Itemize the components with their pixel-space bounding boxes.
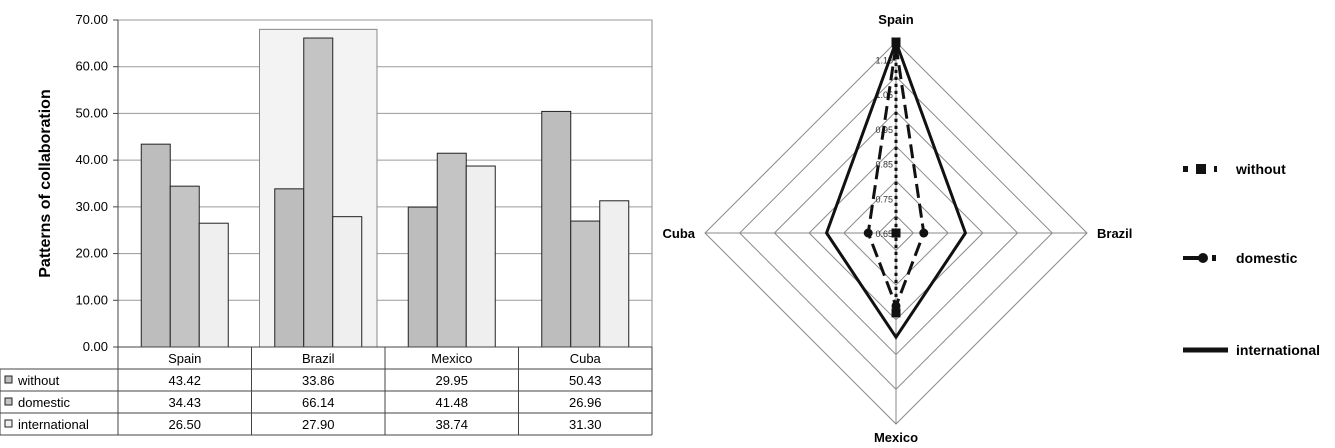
legend-label-international: international bbox=[18, 417, 89, 432]
data-table: Spain Brazil Mexico Cuba without 43.42 33.86 29… bbox=[0, 347, 653, 436]
radar-chart: 0.650.750.850.951.051.15SpainBrazilCubaM… bbox=[663, 12, 1133, 445]
radar-marker-domestic bbox=[919, 228, 929, 238]
radar-axis-label-cuba: Cuba bbox=[663, 226, 696, 241]
y-tick-label: 50.00 bbox=[75, 105, 108, 120]
legend-line-without bbox=[1183, 166, 1188, 172]
x-tick-label: Brazil bbox=[302, 351, 335, 366]
radar-axis-label-mexico: Mexico bbox=[874, 430, 918, 445]
radar-marker-domestic bbox=[863, 228, 873, 238]
data-label: 33.86 bbox=[302, 373, 335, 388]
y-tick-label: 40.00 bbox=[75, 152, 108, 167]
y-tick-label: 60.00 bbox=[75, 59, 108, 74]
radar-legend: without domestic international bbox=[1183, 161, 1320, 358]
data-label: 29.95 bbox=[435, 373, 468, 388]
radar-series-international bbox=[824, 37, 968, 340]
radar-marker-without bbox=[891, 228, 901, 238]
bar-domestic-cuba bbox=[570, 220, 601, 348]
legend-line-without bbox=[1214, 166, 1217, 172]
legend-label-domestic: domestic bbox=[1236, 250, 1298, 266]
bar-chart: 0.00 10.00 20.00 30.00 40.00 50.00 60.00 70.00 P… bbox=[0, 12, 653, 436]
legend-label-international: international bbox=[1236, 342, 1320, 358]
legend-label-without: without bbox=[1235, 161, 1286, 177]
data-label: 41.48 bbox=[435, 395, 468, 410]
radar-tick-label: 1.05 bbox=[875, 90, 893, 100]
bar-international-mexico bbox=[465, 165, 496, 348]
radar-tick-label: 0.75 bbox=[875, 194, 893, 204]
y-axis-label: Patterns of collaboration bbox=[37, 89, 54, 277]
bar-without-mexico bbox=[407, 206, 438, 348]
bar-international-cuba bbox=[599, 200, 630, 348]
x-tick-label: Cuba bbox=[570, 351, 602, 366]
bar-without-cuba bbox=[541, 110, 572, 348]
y-tick-label: 0.00 bbox=[83, 339, 108, 354]
bar-international-spain bbox=[198, 222, 229, 348]
bar-domestic-mexico bbox=[436, 152, 467, 348]
y-tick-label: 20.00 bbox=[75, 246, 108, 261]
legend-marker-domestic bbox=[1198, 253, 1208, 263]
bar-international-brazil bbox=[332, 216, 363, 348]
radar-tick-label: 0.85 bbox=[875, 160, 893, 170]
data-label: 26.96 bbox=[569, 395, 602, 410]
legend-label-domestic: domestic bbox=[18, 395, 71, 410]
data-label: 50.43 bbox=[569, 373, 602, 388]
y-tick-label: 70.00 bbox=[75, 12, 108, 27]
legend-marker-without bbox=[1196, 164, 1206, 174]
radar-tick-label: 1.15 bbox=[875, 55, 893, 65]
y-tick-label: 30.00 bbox=[75, 199, 108, 214]
legend-swatch-without bbox=[4, 375, 13, 384]
data-label: 26.50 bbox=[168, 417, 201, 432]
legend-swatch-international bbox=[4, 419, 13, 428]
x-tick-label: Mexico bbox=[431, 351, 472, 366]
data-label: 27.90 bbox=[302, 417, 335, 432]
bar-without-spain bbox=[140, 143, 171, 348]
radar-axis-label-brazil: Brazil bbox=[1097, 226, 1132, 241]
radar-marker-domestic bbox=[891, 301, 901, 311]
data-label: 43.42 bbox=[168, 373, 201, 388]
radar-tick-label: 0.65 bbox=[875, 229, 893, 239]
data-label: 66.14 bbox=[302, 395, 335, 410]
data-label: 31.30 bbox=[569, 417, 602, 432]
bar-domestic-spain bbox=[169, 185, 200, 348]
legend-line-domestic bbox=[1212, 255, 1216, 261]
radar-marker-without bbox=[891, 308, 901, 318]
bar-without-brazil bbox=[274, 188, 305, 348]
legend-swatch-domestic bbox=[4, 397, 13, 406]
data-label: 34.43 bbox=[168, 395, 201, 410]
radar-axis-label-spain: Spain bbox=[878, 12, 913, 27]
radar-marker-without bbox=[891, 37, 901, 47]
y-tick-label: 10.00 bbox=[75, 292, 108, 307]
data-label: 38.74 bbox=[435, 417, 468, 432]
bar-domestic-brazil bbox=[303, 37, 334, 348]
x-tick-label: Spain bbox=[168, 351, 201, 366]
legend-label-without: without bbox=[17, 373, 60, 388]
